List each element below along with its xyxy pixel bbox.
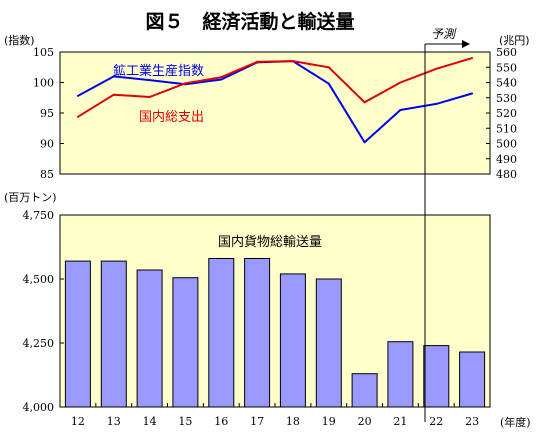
line-chart-left-unit: (指数) <box>4 33 35 47</box>
bar-17 <box>244 258 271 408</box>
series-label-production-index: 鉱工業生産指数 <box>113 63 204 79</box>
bar-20 <box>351 373 378 408</box>
series-1-point <box>363 101 366 104</box>
series-1-point <box>220 76 223 79</box>
bar-series-layer <box>64 258 486 408</box>
series-label-gross-domestic-expenditure: 国内総支出 <box>139 109 204 125</box>
forecast-arrow-head <box>462 40 470 48</box>
right-tick-label: 550 <box>496 61 517 74</box>
series-1-point <box>471 57 474 60</box>
bar-14 <box>136 269 163 408</box>
left-tick-label: 85 <box>40 168 54 181</box>
left-tick-label: 105 <box>33 46 54 59</box>
line-chart-right-unit: (兆円) <box>499 34 530 47</box>
bar-series-label: 国内貨物総輸送量 <box>218 234 322 250</box>
bar-19 <box>315 278 342 408</box>
right-tick-label: 500 <box>496 138 517 151</box>
series-0-point <box>327 82 330 85</box>
x-tick-label: 15 <box>178 415 192 428</box>
line-chart-left-axis: 105 100 95 90 85 <box>33 46 64 181</box>
x-tick-label: 16 <box>214 415 228 428</box>
right-tick-label: 520 <box>496 107 517 120</box>
bar-chart-x-axis: 12 13 14 15 16 17 18 19 20 21 22 23 <box>71 403 479 428</box>
left-tick-label: 90 <box>40 138 54 151</box>
bar-15 <box>172 277 199 408</box>
bar-21 <box>387 341 414 408</box>
series-line-1 <box>77 57 473 118</box>
series-1-point <box>399 81 402 84</box>
series-1-point <box>148 95 151 98</box>
bar-12 <box>64 260 91 408</box>
series-0-point <box>435 102 438 105</box>
right-tick-label: 560 <box>496 46 517 59</box>
x-tick-label: 21 <box>393 415 407 428</box>
series-1-point <box>291 60 294 63</box>
x-tick-label: 19 <box>322 415 336 428</box>
series-0-point <box>148 79 151 82</box>
bar-18 <box>279 273 306 408</box>
x-tick-label: 23 <box>465 415 479 428</box>
bar-y-tick-label: 4,500 <box>23 273 55 286</box>
chart-title: 図５ 経済活動と輸送量 <box>145 10 354 33</box>
series-1-point <box>327 66 330 69</box>
x-tick-label: 13 <box>107 415 121 428</box>
left-tick-label: 100 <box>33 77 54 90</box>
series-0-point <box>363 141 366 144</box>
x-tick-label: 17 <box>250 415 264 428</box>
bar-22 <box>423 345 450 408</box>
bar-y-tick-label: 4,750 <box>23 209 55 222</box>
series-0-point <box>399 108 402 111</box>
x-axis-unit: (年度) <box>500 415 531 429</box>
series-0-point <box>220 78 223 81</box>
right-tick-label: 510 <box>496 122 517 135</box>
bar-chart-plot-area <box>59 214 491 408</box>
line-chart-right-axis: 560 550 540 530 520 510 500 490 480 <box>486 46 517 181</box>
series-0-point <box>112 75 115 78</box>
bar-y-tick-label: 4,000 <box>23 401 55 414</box>
right-tick-label: 530 <box>496 92 517 105</box>
line-series-layer <box>76 57 474 144</box>
bar-13 <box>100 260 127 408</box>
bar-chart-y-axis: 4,750 4,500 4,250 4,000 <box>23 209 64 414</box>
series-1-point <box>256 60 259 63</box>
right-tick-label: 480 <box>496 168 517 181</box>
bar-16 <box>208 258 235 408</box>
series-1-point <box>435 67 438 70</box>
bar-chart-y-unit: (百万トン) <box>4 191 57 204</box>
series-0-point <box>76 94 79 97</box>
right-tick-label: 540 <box>496 77 517 90</box>
x-tick-label: 14 <box>143 415 157 428</box>
x-tick-label: 20 <box>358 415 372 428</box>
series-0-point <box>471 92 474 95</box>
series-1-point <box>112 93 115 96</box>
forecast-label: 予測 <box>431 27 457 41</box>
x-tick-label: 22 <box>429 415 443 428</box>
x-tick-label: 18 <box>286 415 300 428</box>
left-tick-label: 95 <box>40 107 54 120</box>
x-tick-label: 12 <box>71 415 85 428</box>
series-1-point <box>76 115 79 118</box>
line-chart-plot-area <box>59 51 491 175</box>
right-tick-label: 490 <box>496 153 517 166</box>
bar-y-tick-label: 4,250 <box>23 337 55 350</box>
series-1-point <box>184 82 187 85</box>
bar-23 <box>459 351 486 408</box>
